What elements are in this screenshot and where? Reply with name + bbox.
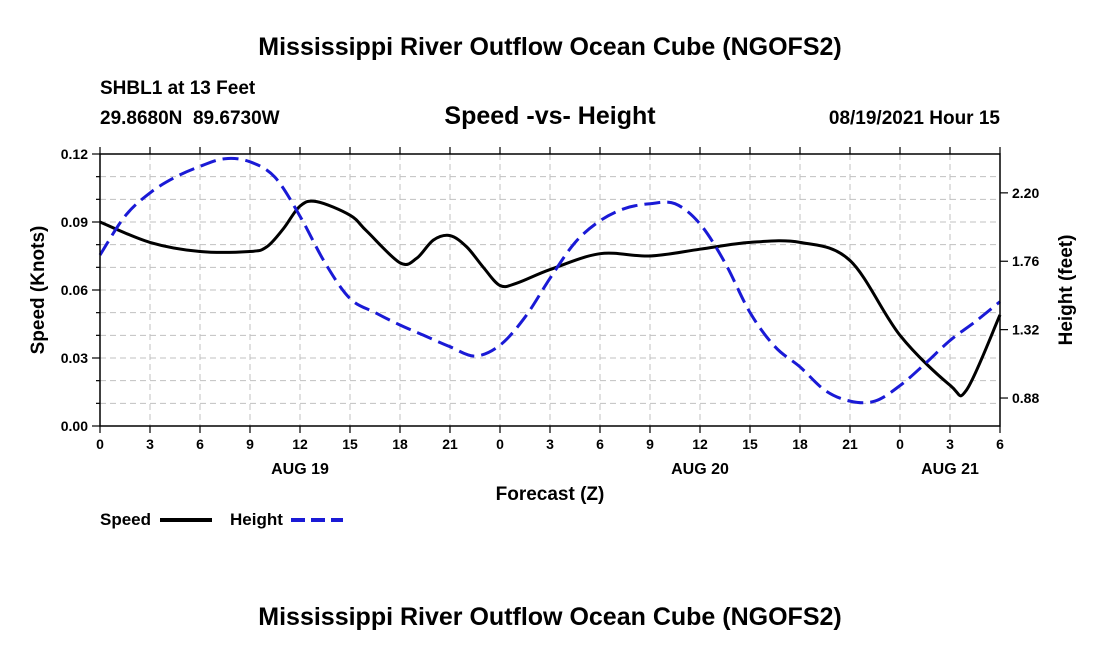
legend-height-label: Height xyxy=(230,510,283,529)
chart-main-title: Mississippi River Outflow Ocean Cube (NG… xyxy=(258,33,841,61)
height-series-line xyxy=(98,156,1001,405)
x-tick-label: 3 xyxy=(146,436,154,452)
x-tick-label: 21 xyxy=(842,436,858,452)
x-tick-label: 0 xyxy=(496,436,504,452)
x-tick-labels: 0 3 6 9 12 15 18 21 0 3 6 9 12 15 18 21 0 3 6 xyxy=(96,436,1004,452)
x-tick-label: 12 xyxy=(292,436,308,452)
date-label: AUG 21 xyxy=(921,461,979,478)
x-tick-label: 6 xyxy=(196,436,204,452)
x-tick-label: 6 xyxy=(996,436,1004,452)
x-tick-label: 3 xyxy=(546,436,554,452)
y2-tick-label: 0.88 xyxy=(1012,390,1039,406)
y2-tick-label: 2.20 xyxy=(1012,185,1039,201)
y-tick-label: 0.09 xyxy=(61,214,88,230)
footer-title: Mississippi River Outflow Ocean Cube (NG… xyxy=(258,603,841,631)
x-tick-label: 6 xyxy=(596,436,604,452)
date-label: AUG 20 xyxy=(671,461,729,478)
x-tick-label: 15 xyxy=(342,436,358,452)
chart-subtitle: Speed -vs- Height xyxy=(444,102,656,130)
x-tick-label: 21 xyxy=(442,436,458,452)
location-label: 29.8680N 89.6730W xyxy=(100,108,280,129)
y-tick-label: 0.00 xyxy=(61,418,88,434)
legend-speed-label: Speed xyxy=(100,510,151,529)
x-tick-label: 9 xyxy=(646,436,654,452)
forecast-datetime: 08/19/2021 Hour 15 xyxy=(829,108,1001,129)
legend: Speed Height xyxy=(100,510,343,529)
x-tick-label: 9 xyxy=(246,436,254,452)
x-tick-label: 18 xyxy=(792,436,808,452)
x-tick-label: 12 xyxy=(692,436,708,452)
x-tick-label: 0 xyxy=(896,436,904,452)
y-tick-label: 0.06 xyxy=(61,282,88,298)
y-axis-title: Speed (Knots) xyxy=(28,226,49,355)
y2-tick-label: 1.32 xyxy=(1012,322,1039,338)
y-tick-label: 0.12 xyxy=(61,146,88,162)
x-tick-label: 0 xyxy=(96,436,104,452)
speed-series-line xyxy=(99,199,1002,398)
y2-tick-labels: 0.88 1.32 1.76 2.20 xyxy=(1012,185,1039,406)
x-axis-title: Forecast (Z) xyxy=(496,484,605,505)
y-tick-labels: 0.00 0.03 0.06 0.09 0.12 xyxy=(61,146,88,434)
y2-tick-label: 1.76 xyxy=(1012,253,1039,269)
y-tick-label: 0.03 xyxy=(61,350,88,366)
y2-axis-title: Height (feet) xyxy=(1056,235,1077,346)
x-tick-label: 3 xyxy=(946,436,954,452)
date-label: AUG 19 xyxy=(271,461,329,478)
grid xyxy=(100,154,1000,426)
station-label: SHBL1 at 13 Feet xyxy=(100,78,256,99)
date-labels: AUG 19 AUG 20 AUG 21 xyxy=(271,461,979,478)
x-tick-label: 15 xyxy=(742,436,758,452)
axis-ticks xyxy=(92,147,1008,433)
series-layer xyxy=(98,156,1002,405)
x-tick-label: 18 xyxy=(392,436,408,452)
